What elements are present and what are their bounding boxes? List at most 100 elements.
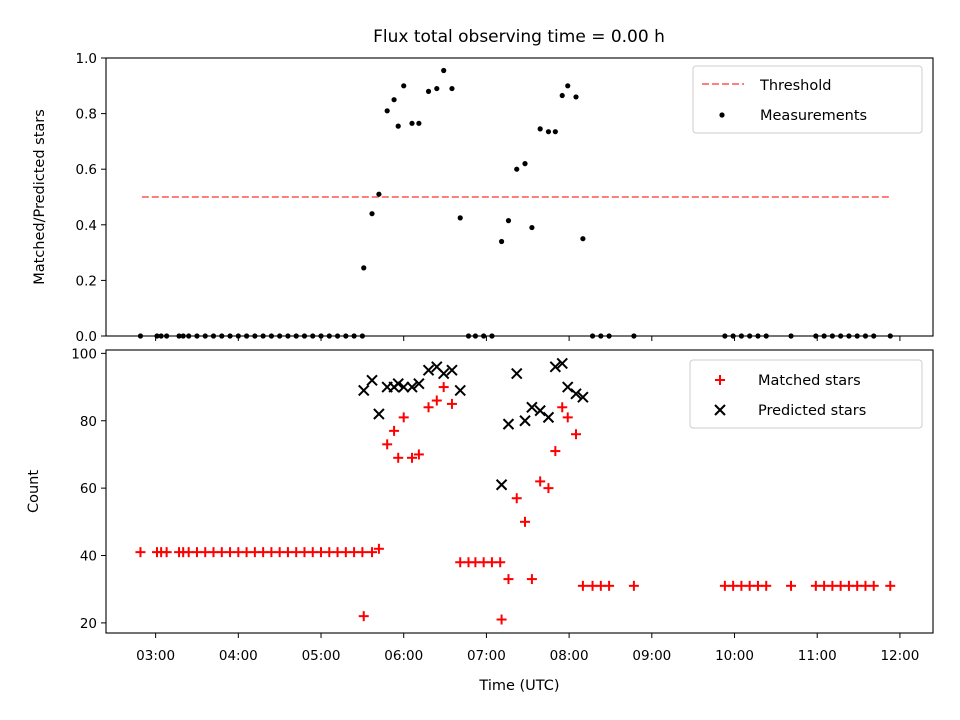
bottom-x-ticks: 03:00 04:00 05:00 06:00 07:00 08:00 09:00 10:00… bbox=[136, 633, 919, 664]
bottom-y-tick-label: 80 bbox=[80, 414, 97, 430]
count-points bbox=[135, 357, 896, 625]
measurement-point bbox=[401, 83, 407, 89]
top-legend: Threshold Measurements bbox=[692, 65, 923, 134]
legend-measurements-label: Measurements bbox=[760, 108, 867, 124]
matched-star-point bbox=[786, 580, 797, 591]
predicted-star-point-b bbox=[398, 381, 410, 393]
predicted-star-point-b bbox=[392, 377, 404, 390]
predicted-star-point bbox=[556, 357, 568, 370]
matched-star-point bbox=[382, 439, 393, 450]
predicted-star-point-b bbox=[413, 377, 425, 390]
measurement-point bbox=[498, 238, 505, 245]
measurement-point bbox=[376, 191, 382, 197]
measurement-point bbox=[552, 129, 558, 135]
bottom-legend: Matched stars Predicted stars bbox=[689, 359, 923, 429]
x-tick-label: 12:00 bbox=[880, 648, 919, 664]
matched-star-point bbox=[562, 412, 573, 423]
legend-predicted-marker bbox=[714, 404, 726, 416]
predicted-star-point-b bbox=[519, 415, 531, 427]
legend-predicted-swatch bbox=[714, 404, 726, 416]
measurement-point bbox=[573, 94, 579, 100]
predicted-star-point bbox=[406, 381, 418, 393]
top-y-tick-label: 1.0 bbox=[76, 51, 97, 67]
matched-star-point bbox=[868, 580, 879, 591]
predicted-star-point-b bbox=[542, 411, 555, 424]
x-tick-label: 08:00 bbox=[550, 648, 589, 664]
predicted-star-point-b bbox=[446, 364, 458, 376]
bottom-panel: 20 40 60 80 100 03:00 04:00 05:00 06:00 07:00 08:… bbox=[26, 346, 934, 694]
top-y-axis-label: Matched/Predicted stars bbox=[32, 109, 48, 285]
measurement-point bbox=[449, 85, 455, 92]
bottom-y-axis-label: Count bbox=[26, 470, 42, 513]
x-tick-label: 10:00 bbox=[715, 648, 754, 664]
measurement-point bbox=[580, 236, 586, 242]
predicted-star-point bbox=[413, 377, 425, 390]
predicted-star-point-b bbox=[534, 404, 546, 417]
predicted-star-point bbox=[373, 408, 385, 420]
matched-star-point bbox=[446, 398, 457, 409]
legend-threshold-label: Threshold bbox=[759, 78, 831, 94]
predicted-star-point-b bbox=[454, 384, 466, 397]
legend-matched-swatch bbox=[715, 375, 725, 385]
top-y-tick-label: 0.6 bbox=[76, 162, 97, 178]
x-tick-label: 09:00 bbox=[632, 648, 671, 664]
predicted-star-point bbox=[511, 367, 523, 380]
matched-star-point bbox=[367, 547, 378, 558]
top-y-ticks: 0.0 0.2 0.4 0.6 0.8 1.0 bbox=[76, 51, 106, 345]
predicted-star-point-b bbox=[526, 401, 538, 413]
predicted-star-point bbox=[542, 411, 555, 424]
matched-star-point bbox=[495, 557, 506, 568]
matched-star-point bbox=[557, 402, 568, 413]
matched-star-point bbox=[496, 614, 507, 625]
top-panel: 0.0 0.2 0.4 0.6 0.8 1.0 Matched/Predicted sta… bbox=[32, 51, 934, 345]
matched-star-point bbox=[135, 547, 146, 558]
predicted-star-point bbox=[562, 381, 574, 393]
predicted-star-point-b bbox=[577, 391, 589, 403]
chart-title: Flux total observing time = 0.00 h bbox=[373, 27, 665, 47]
bottom-axes-frame bbox=[105, 349, 934, 634]
measurement-point bbox=[505, 218, 512, 224]
matched-star-point bbox=[398, 412, 409, 423]
x-tick-label: 07:00 bbox=[467, 648, 506, 664]
predicted-star-point bbox=[422, 364, 435, 376]
predicted-star-point bbox=[358, 384, 370, 397]
measurement-point bbox=[384, 108, 390, 114]
x-axis-label: Time (UTC) bbox=[478, 678, 559, 694]
measurement-point bbox=[391, 97, 397, 103]
matched-star-point bbox=[761, 580, 772, 591]
matched-star-point bbox=[571, 429, 582, 440]
legend-predicted-label: Predicted stars bbox=[758, 403, 866, 419]
matched-star-point bbox=[604, 580, 615, 591]
matched-star-point bbox=[503, 574, 514, 585]
predicted-star-point bbox=[502, 418, 515, 430]
x-tick-label: 03:00 bbox=[136, 648, 175, 664]
matched-star-point bbox=[550, 446, 561, 457]
bottom-legend-box bbox=[689, 359, 923, 429]
x-tick-label: 05:00 bbox=[302, 648, 341, 664]
predicted-star-point-b bbox=[422, 364, 435, 376]
predicted-star-point bbox=[392, 377, 404, 390]
matched-star-point bbox=[543, 483, 554, 494]
predicted-star-point-b bbox=[562, 381, 574, 393]
predicted-star-point-b bbox=[495, 479, 508, 491]
matched-star-point bbox=[373, 543, 384, 554]
measurement-point bbox=[369, 211, 375, 217]
measurement-point bbox=[441, 67, 447, 74]
measurement-point bbox=[416, 120, 422, 126]
measurement-point bbox=[361, 265, 367, 271]
matched-star-point bbox=[357, 547, 368, 558]
predicted-star-point-b bbox=[556, 357, 568, 370]
x-tick-label: 11:00 bbox=[798, 648, 837, 664]
matched-star-point bbox=[406, 452, 417, 463]
measurement-point bbox=[522, 161, 528, 167]
measurement-point bbox=[409, 120, 415, 126]
predicted-star-point bbox=[454, 384, 466, 397]
measurement-point bbox=[565, 83, 571, 89]
predicted-star-point bbox=[549, 361, 562, 373]
matched-star-point bbox=[358, 611, 369, 622]
matched-star-point bbox=[413, 449, 424, 460]
bottom-y-tick-label: 60 bbox=[80, 481, 97, 497]
predicted-star-point-b bbox=[406, 381, 418, 393]
predicted-star-point bbox=[519, 415, 531, 427]
matched-star-point bbox=[885, 580, 896, 591]
